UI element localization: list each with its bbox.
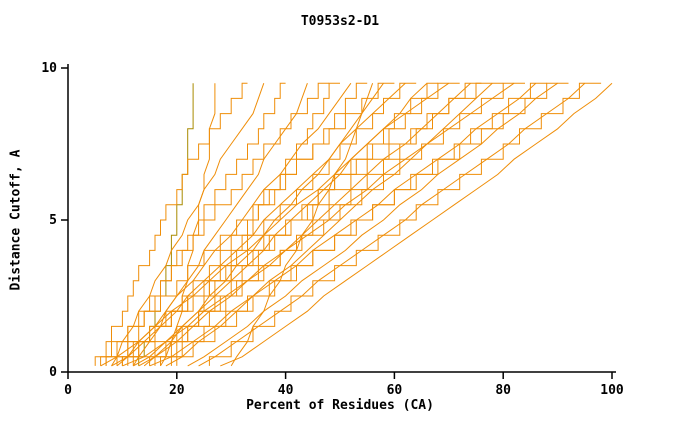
model-curve (138, 82, 471, 367)
model-curve (105, 82, 504, 366)
model-curve (208, 82, 602, 366)
y-tick-label: 10 (41, 61, 57, 76)
y-tick-label: 5 (49, 213, 57, 228)
model-curve (176, 82, 547, 366)
model-curve (165, 82, 493, 367)
model-curve (198, 82, 586, 367)
model-curve (121, 82, 417, 366)
model-curve (149, 82, 537, 367)
model-curve (220, 82, 613, 367)
x-tick-label: 80 (495, 383, 511, 398)
model-curve (122, 82, 515, 367)
x-tick-label: 0 (64, 383, 72, 398)
model-curve (160, 83, 216, 367)
model-curve (187, 82, 558, 367)
model-curve (116, 82, 352, 367)
model-curve (170, 82, 340, 366)
chart-title: T0953s2-D1 (300, 14, 380, 29)
y-tick-label: 0 (49, 365, 57, 380)
model-curve (132, 82, 525, 366)
x-tick-label: 20 (169, 383, 185, 398)
model-curve (94, 82, 395, 366)
x-tick-label: 40 (278, 383, 294, 398)
model-curve (132, 83, 308, 367)
model-curve (111, 82, 406, 367)
x-tick-label: 60 (387, 383, 403, 398)
x-axis-label: Percent of Residues (CA) (246, 398, 434, 413)
model-curve (160, 82, 569, 366)
model-curve (105, 82, 330, 366)
model-curve (111, 83, 265, 367)
x-tick-label: 100 (600, 383, 624, 398)
model-curve (100, 82, 450, 367)
model-curve (100, 82, 248, 366)
model-curve (230, 83, 374, 367)
